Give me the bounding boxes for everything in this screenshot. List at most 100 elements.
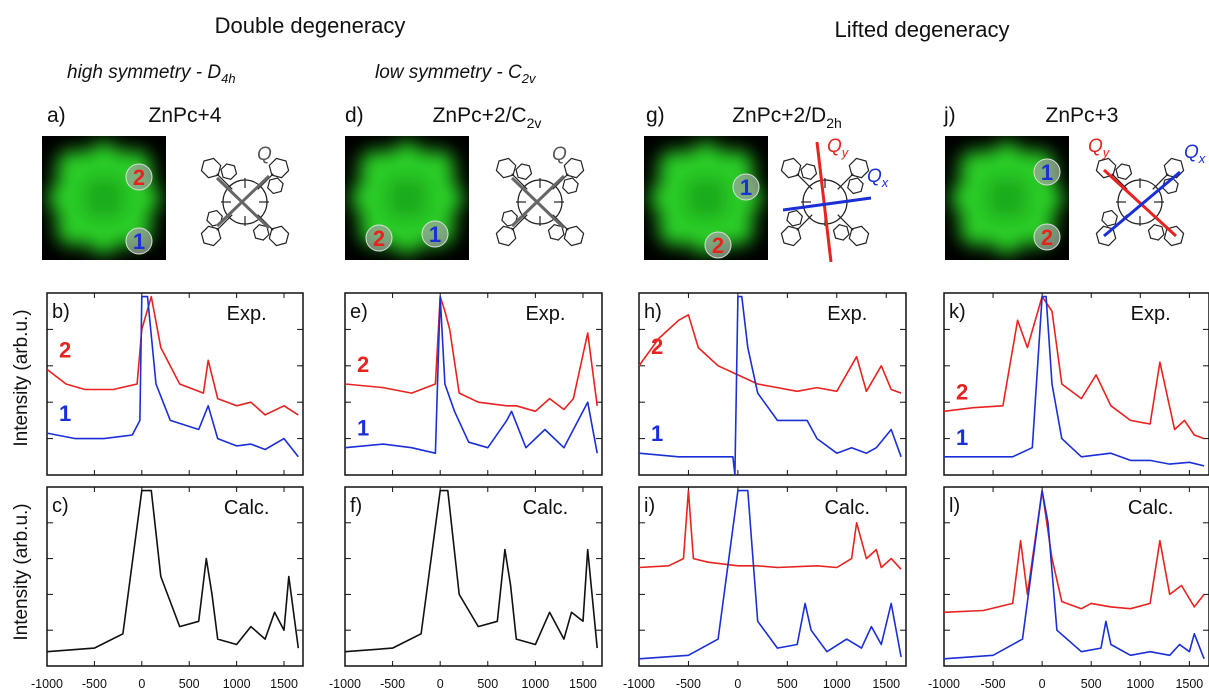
svg-text:1: 1 bbox=[429, 222, 441, 247]
benzo-ring bbox=[268, 225, 290, 247]
panel-l: l) Calc. -1000 -500 0 500 1000 1500 bbox=[928, 486, 1209, 691]
x-tick-label: 500 bbox=[179, 677, 200, 691]
column-label-0: a) bbox=[47, 104, 66, 127]
series-label-2: 2 bbox=[651, 334, 663, 359]
panel-title: Calc. bbox=[824, 497, 870, 519]
x-tick-label: -1000 bbox=[623, 677, 655, 691]
column-title-1: ZnPc+2/C2v bbox=[433, 104, 542, 131]
marker-2: 2 bbox=[1033, 223, 1061, 251]
x-tick-label: 1500 bbox=[270, 677, 298, 691]
series-label-1: 1 bbox=[956, 425, 968, 450]
column-label-1: d) bbox=[345, 104, 364, 127]
benzo-ring bbox=[200, 225, 222, 247]
svg-text:2: 2 bbox=[133, 165, 145, 190]
panel-title: Exp. bbox=[227, 303, 267, 325]
qy-label: Qy bbox=[1088, 136, 1111, 160]
series-label-1: 1 bbox=[59, 401, 71, 426]
x-tick-label: -500 bbox=[676, 677, 701, 691]
benzo-ring bbox=[495, 225, 517, 247]
series-line-0 bbox=[944, 295, 1205, 440]
x-tick-label: 500 bbox=[477, 677, 498, 691]
column-headers: a) ZnPc+4 d) ZnPc+2/C2v g) ZnPc+2/D2h j) ZnPc+3 bbox=[47, 104, 1118, 131]
x-tick-label: -1000 bbox=[31, 677, 63, 691]
qx-label: Qx bbox=[867, 166, 889, 190]
marker-1: 1 bbox=[732, 173, 760, 201]
benzo-ring bbox=[268, 157, 290, 179]
series-line-1 bbox=[47, 295, 299, 458]
benzo-ring bbox=[780, 157, 802, 179]
panel-k: k) Exp. 2 1 bbox=[943, 292, 1209, 476]
qy-arrow bbox=[815, 141, 833, 263]
panel-title: Exp. bbox=[525, 303, 565, 325]
molecule-sketch-2: Qy Qx bbox=[780, 136, 889, 263]
molecule-sketch-3: Qy Qx bbox=[1088, 136, 1206, 247]
panel-frame bbox=[638, 292, 907, 476]
column-title-3: ZnPc+3 bbox=[1046, 104, 1119, 127]
series-line-1 bbox=[639, 489, 902, 660]
panel-f: f) Calc. -1000 -500 0 500 1000 1500 bbox=[329, 486, 603, 691]
series-label-2: 2 bbox=[357, 352, 369, 377]
marker-2: 2 bbox=[365, 224, 393, 252]
column-title-2: ZnPc+2/D2h bbox=[732, 104, 842, 131]
qx-arrow bbox=[1103, 170, 1181, 238]
marker-1: 1 bbox=[421, 220, 449, 248]
qx-label: Qx bbox=[1184, 142, 1206, 166]
low-symmetry-label: low symmetry - C2v bbox=[375, 62, 537, 86]
x-tick-label: -500 bbox=[981, 677, 1006, 691]
ylabel-exp: Intensity (arb.u.) bbox=[11, 309, 32, 446]
stm-panel-1: 12 bbox=[345, 136, 469, 260]
x-tick-label: 1500 bbox=[1175, 677, 1203, 691]
x-tick-label: -500 bbox=[82, 677, 107, 691]
marker-2: 2 bbox=[704, 231, 732, 259]
series-line-1 bbox=[345, 295, 598, 454]
x-tick-label: 1000 bbox=[1126, 677, 1154, 691]
benzo-ring bbox=[563, 157, 585, 179]
qy-label: Qy bbox=[827, 136, 850, 160]
x-tick-label: 0 bbox=[1039, 677, 1046, 691]
series-line-0 bbox=[944, 489, 1205, 614]
svg-text:2: 2 bbox=[712, 233, 724, 258]
series-line-0 bbox=[47, 295, 299, 416]
panel-h: h) Exp. 2 1 bbox=[638, 292, 907, 476]
series-line-0 bbox=[639, 489, 902, 570]
column-label-2: g) bbox=[646, 104, 665, 127]
benzo-ring bbox=[200, 157, 222, 179]
y-axis-labels: Intensity (arb.u.) Intensity (arb.u.) bbox=[11, 309, 32, 640]
benzo-ring bbox=[563, 225, 585, 247]
x-tick-label: 0 bbox=[138, 677, 145, 691]
series-line-1 bbox=[944, 489, 1205, 660]
stm-panel-2: 12 bbox=[644, 136, 768, 260]
x-tick-label: -1000 bbox=[329, 677, 361, 691]
molecule-sketch-1: Q bbox=[495, 144, 585, 247]
benzo-ring bbox=[780, 225, 802, 247]
series-line-0 bbox=[47, 489, 300, 653]
x-tick-label: -500 bbox=[380, 677, 405, 691]
benzo-ring bbox=[495, 157, 517, 179]
series-line-0 bbox=[345, 295, 598, 413]
panel-label: e) bbox=[350, 301, 368, 323]
panel-c: c) Calc. -1000 -500 0 500 1000 1500 bbox=[31, 486, 304, 691]
panel-title: Calc. bbox=[523, 497, 569, 519]
stm-panel-0: 12 bbox=[42, 136, 166, 260]
x-tick-label: 1000 bbox=[823, 677, 851, 691]
benzo-ring bbox=[1095, 157, 1117, 179]
panel-frame bbox=[46, 292, 304, 476]
svg-text:2: 2 bbox=[373, 226, 385, 251]
ylabel-calc: Intensity (arb.u.) bbox=[11, 503, 32, 640]
x-tick-label: 1000 bbox=[223, 677, 251, 691]
x-tick-label: -1000 bbox=[928, 677, 960, 691]
svg-text:2: 2 bbox=[1041, 225, 1053, 250]
series-label-2: 2 bbox=[956, 379, 968, 404]
panel-label: b) bbox=[52, 301, 70, 323]
panel-frame bbox=[943, 486, 1209, 667]
x-tick-label: 1500 bbox=[569, 677, 597, 691]
panel-label: f) bbox=[350, 495, 362, 517]
svg-text:1: 1 bbox=[133, 229, 145, 254]
column-label-3: j) bbox=[943, 104, 956, 127]
x-tick-label: 500 bbox=[1081, 677, 1102, 691]
x-tick-label: 0 bbox=[437, 677, 444, 691]
qx-arrow bbox=[782, 196, 872, 212]
series-line-1 bbox=[944, 295, 1205, 467]
